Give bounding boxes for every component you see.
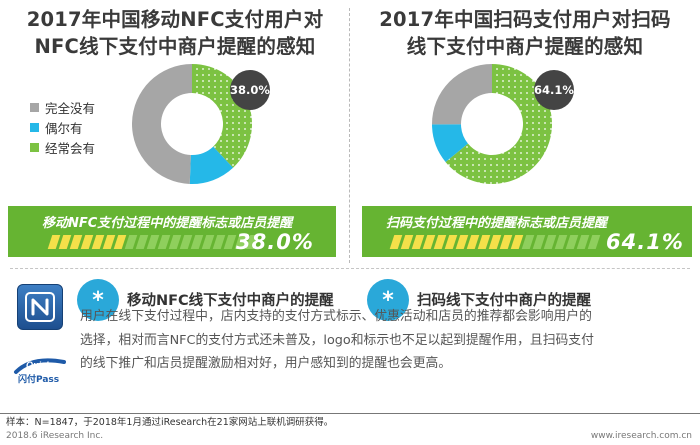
right-slice-never [432, 64, 492, 125]
quickpass-logo: Quick 闪付Pass [12, 354, 70, 385]
quickpass-cn-text: 闪付Pass [18, 373, 59, 384]
right-banner: 扫码支付过程中的提醒标志或店员提醒 64.1% [362, 206, 692, 257]
legend-label-sometimes: 偶尔有 [45, 120, 83, 136]
nfc-n-icon [25, 292, 55, 322]
right-donut-chart [432, 64, 552, 185]
right-percent-badge: 64.1% [534, 70, 574, 110]
left-star-icon: * [77, 279, 119, 321]
right-subheading: 扫码线下支付中商户的提醒 [417, 293, 591, 309]
right-slice-often [445, 64, 552, 185]
right-slice-sometimes [432, 124, 468, 162]
right-banner-text: 扫码支付过程中的提醒标志或店员提醒 [386, 216, 608, 231]
right-banner-progress [389, 235, 601, 249]
left-banner-progress [47, 235, 259, 249]
vertical-divider [349, 8, 350, 263]
legend-swatch-often [30, 142, 39, 152]
left-title: 2017年中国移动NFC支付用户对 NFC线下支付中商户提醒的感知 [0, 6, 350, 60]
footer-copyright: 2018.6 iResearch Inc. [6, 431, 104, 441]
left-subheading: 移动NFC线下支付中商户的提醒 [127, 293, 334, 309]
right-star-icon: * [367, 279, 409, 321]
left-title-line-1: 2017年中国移动NFC支付用户对 [26, 8, 324, 31]
footer-line [0, 413, 700, 414]
left-percent-badge: 38.0% [230, 70, 270, 110]
legend: 完全没有 偶尔有 经常会有 [30, 97, 95, 157]
legend-item-never: 完全没有 [30, 97, 95, 117]
right-banner-percent: 64.1% [606, 230, 684, 254]
legend-label-never: 完全没有 [45, 100, 96, 116]
footer-site: www.iresearch.com.cn [590, 431, 692, 441]
right-title: 2017年中国扫码支付用户对扫码 线下支付中商户提醒的感知 [350, 6, 700, 60]
legend-item-often: 经常会有 [30, 137, 95, 157]
legend-swatch-sometimes [30, 122, 39, 132]
right-title-line-2: 线下支付中商户提醒的感知 [406, 35, 644, 58]
right-title-line-1: 2017年中国扫码支付用户对扫码 [379, 8, 671, 31]
left-banner-text: 移动NFC支付过程中的提醒标志或店员提醒 [42, 216, 293, 231]
left-slice-sometimes [189, 146, 234, 184]
legend-item-sometimes: 偶尔有 [30, 117, 95, 137]
horizontal-divider [10, 268, 690, 269]
nfc-icon [17, 284, 63, 330]
legend-swatch-never [30, 102, 39, 112]
left-title-line-2: NFC线下支付中商户提醒的感知 [34, 35, 316, 58]
left-banner: 移动NFC支付过程中的提醒标志或店员提醒 38.0% [8, 206, 336, 257]
footer-note: 样本：N=1847，于2018年1月通过iResearch在21家网站上联机调研… [6, 417, 334, 428]
quickpass-text: Quick [26, 360, 52, 370]
legend-label-often: 经常会有 [45, 140, 96, 156]
left-banner-percent: 38.0% [236, 230, 314, 254]
summary-paragraph: 用户在线下支付过程中，店内支持的支付方式标示、优惠活动和店员的推荐都会影响用户的… [80, 309, 594, 371]
left-slice-never [132, 64, 192, 184]
right-progress-segment [587, 235, 601, 249]
